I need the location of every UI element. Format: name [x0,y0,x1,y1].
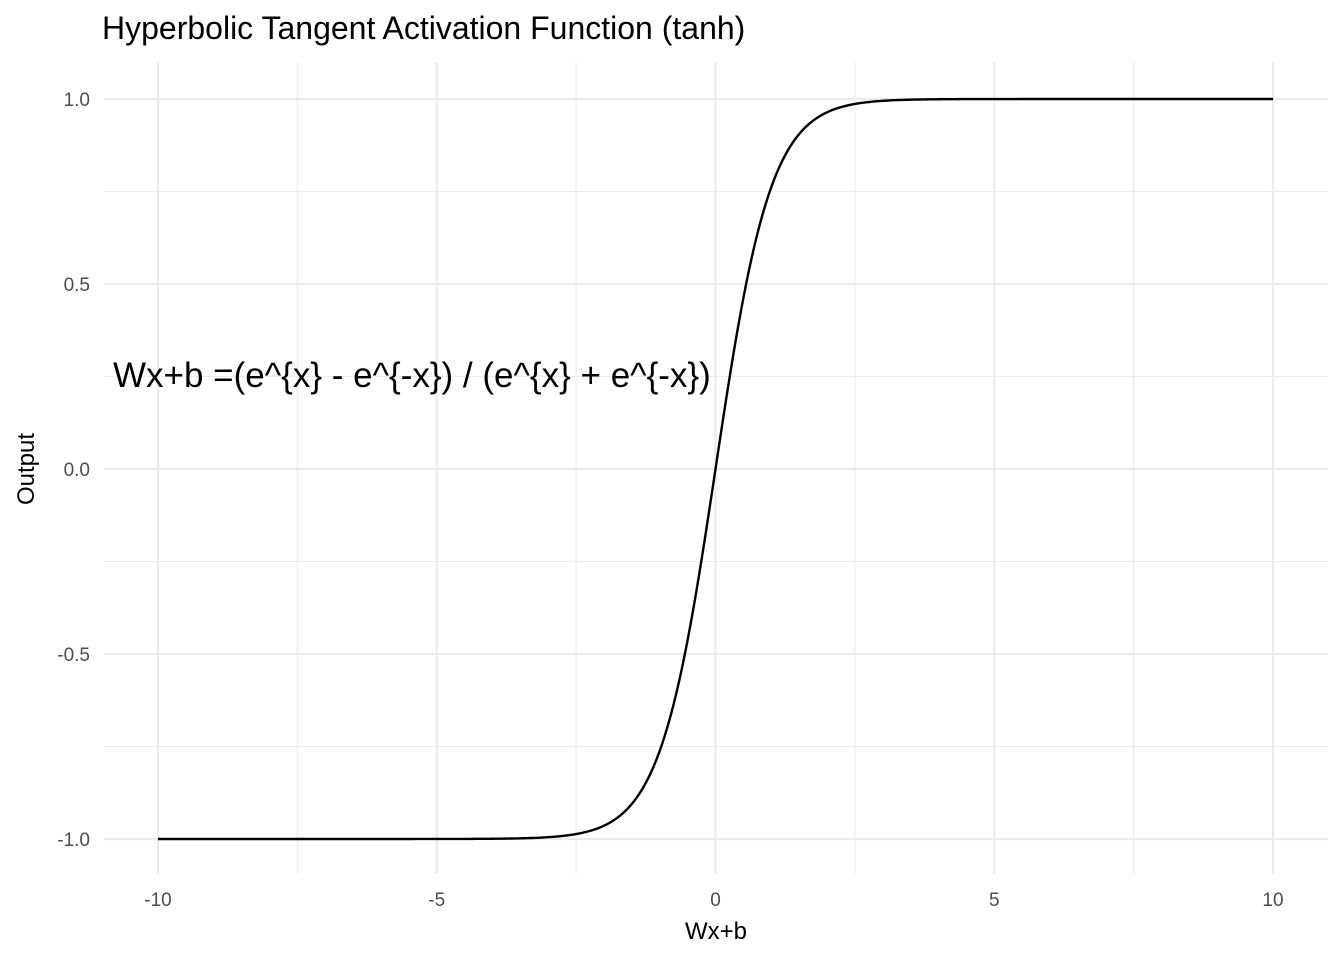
x-tick-label: -5 [428,890,445,911]
y-axis-label: Output [13,433,40,505]
x-tick-label: 5 [989,890,1000,911]
y-tick-label: 0.5 [64,275,90,296]
grid [104,62,1328,874]
y-tick-label: -0.5 [57,645,90,666]
x-tick-label: -10 [144,890,171,911]
x-axis-label: Wx+b [685,918,747,945]
x-tick-label: 10 [1262,890,1283,911]
y-ticks: -1.0 -0.5 0.0 0.5 1.0 [57,90,90,851]
x-tick-label: 0 [710,890,721,911]
formula-annotation: Wx+b =(e^{x} - e^{-x}) / (e^{x} + e^{-x}… [113,356,711,395]
chart-title: Hyperbolic Tangent Activation Function (… [102,10,745,46]
y-tick-label: 0.0 [64,460,90,481]
tanh-curve [158,97,1273,841]
y-tick-label: -1.0 [57,830,90,851]
x-ticks: -10 -5 0 5 10 [144,890,1283,911]
y-tick-label: 1.0 [64,90,90,111]
series-layer [158,97,1273,841]
